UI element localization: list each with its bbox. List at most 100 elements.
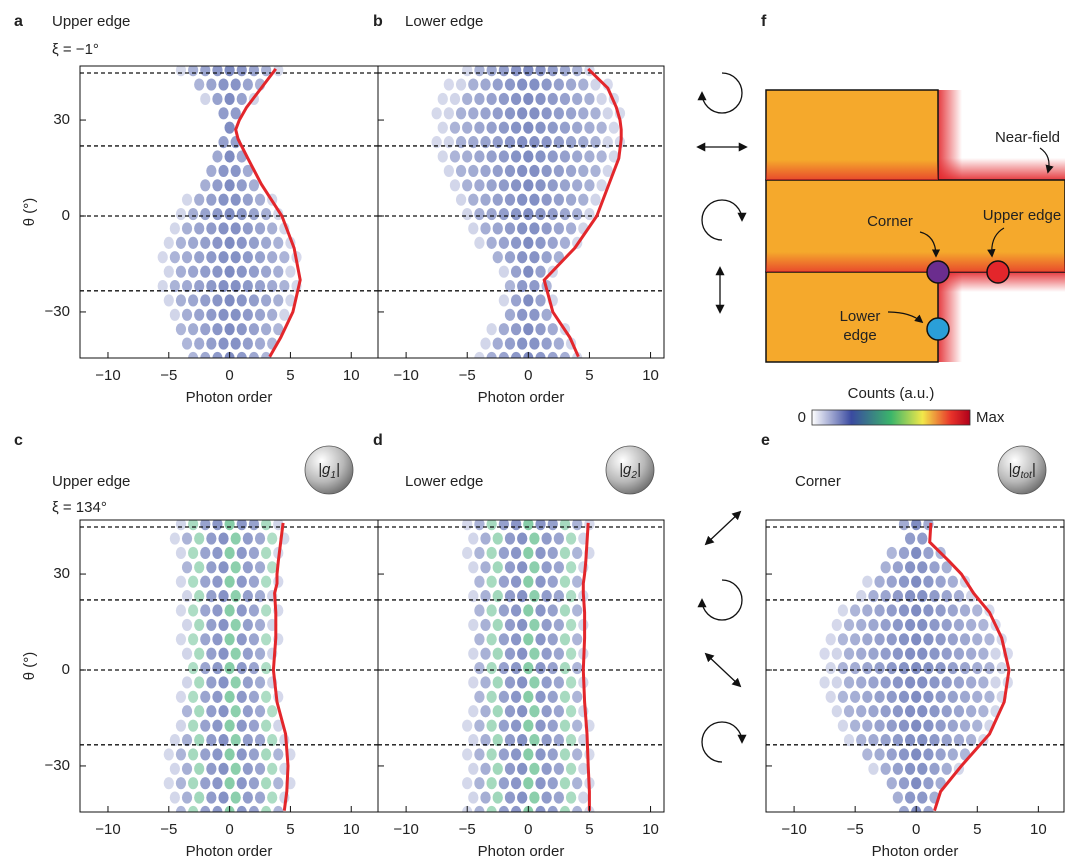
heatmap-blob — [487, 93, 497, 105]
heatmap-blob — [874, 604, 884, 616]
heatmap-blob — [206, 251, 216, 263]
heatmap-blob — [487, 777, 497, 789]
x-tick-label: 0 — [225, 821, 233, 838]
heatmap-blob — [188, 266, 198, 278]
heatmap-blob — [231, 648, 241, 660]
heatmap-blob — [942, 763, 952, 775]
heatmap-blob — [936, 633, 946, 645]
heatmap-blob — [566, 194, 576, 206]
heatmap-blob — [905, 705, 915, 717]
heatmap-blob — [194, 78, 204, 90]
heatmap-blob — [542, 619, 552, 631]
heatmap-blob — [487, 179, 497, 191]
heatmap-blob — [499, 633, 509, 645]
heatmap-blob — [978, 705, 988, 717]
heatmap-blob — [838, 662, 848, 674]
heatmap-blob — [881, 676, 891, 688]
heatmap-blob — [542, 705, 552, 717]
heatmap-blob — [929, 676, 939, 688]
heatmap-blob — [218, 561, 228, 573]
heatmap-blob — [511, 604, 521, 616]
heatmap-blob — [529, 619, 539, 631]
heatmap-blob — [261, 208, 271, 220]
heatmap-blob — [182, 251, 192, 263]
heatmap-blob — [560, 208, 570, 220]
heatmap-blob — [535, 150, 545, 162]
heatmap-blob — [212, 179, 222, 191]
heatmap-blob — [499, 604, 509, 616]
heatmap-blob — [523, 122, 533, 134]
heatmap-blob — [243, 338, 253, 350]
heatmap-blob — [218, 532, 228, 544]
heatmap-blob — [243, 792, 253, 804]
heatmap-blob — [572, 720, 582, 732]
heatmap-blob — [438, 122, 448, 134]
heatmap-blob — [523, 208, 533, 220]
heatmap-blob — [182, 222, 192, 234]
heatmap-blob — [480, 338, 490, 350]
heatmap-blob — [444, 107, 454, 119]
heatmap-blob — [218, 792, 228, 804]
heatmap-blob — [597, 122, 607, 134]
heatmap-blob — [893, 676, 903, 688]
heatmap-blob — [542, 107, 552, 119]
heatmap-blob — [212, 777, 222, 789]
heatmap-blob — [462, 748, 472, 760]
heatmap-blob — [929, 619, 939, 631]
heatmap-blob — [224, 237, 234, 249]
panel-letter: a — [14, 13, 23, 30]
heatmap-blob — [200, 323, 210, 335]
heatmap-blob — [200, 294, 210, 306]
heatmap-blob — [948, 576, 958, 588]
heatmap-blob — [936, 748, 946, 760]
heatmap-blob — [212, 748, 222, 760]
heatmap-blob — [535, 777, 545, 789]
heatmap-blob — [224, 547, 234, 559]
heatmap-blob — [572, 208, 582, 220]
heatmap-blob — [194, 251, 204, 263]
heatmap-blob — [164, 237, 174, 249]
heatmap-blob — [462, 93, 472, 105]
heatmap-blob — [535, 633, 545, 645]
heatmap-blob — [237, 179, 247, 191]
badge-end: | — [637, 461, 641, 478]
heatmap-blob — [917, 705, 927, 717]
heatmap-blob — [206, 78, 216, 90]
heatmap-blob — [954, 648, 964, 660]
heatmap-blob — [456, 165, 466, 177]
heatmap-blob — [499, 662, 509, 674]
heatmap-blob — [966, 676, 976, 688]
heatmap-blob — [200, 266, 210, 278]
heatmap-blob — [899, 748, 909, 760]
heatmap-blob — [212, 720, 222, 732]
heatmap-blob — [249, 720, 259, 732]
heatmap-blob — [194, 532, 204, 544]
heatmap-blob — [911, 777, 921, 789]
heatmap-blob — [261, 323, 271, 335]
heatmap-blob — [862, 748, 872, 760]
heatmap-blob — [887, 748, 897, 760]
heatmap-blob — [243, 705, 253, 717]
heatmap-blob — [499, 122, 509, 134]
heatmap-blob — [249, 691, 259, 703]
x-tick-label: −10 — [781, 821, 806, 838]
heatmap-blob — [468, 648, 478, 660]
heatmap-blob — [554, 763, 564, 775]
heatmap-blob — [505, 194, 515, 206]
heatmap-blob — [578, 107, 588, 119]
heatmap-blob — [267, 763, 277, 775]
heatmap-blob — [554, 222, 564, 234]
heatmap-blob — [231, 251, 241, 263]
heatmap-blob — [231, 705, 241, 717]
heatmap-blob — [862, 691, 872, 703]
heatmap-blob — [480, 676, 490, 688]
heatmap-blob — [462, 777, 472, 789]
x-axis-label: Photon order — [186, 843, 273, 860]
heatmap-blob — [224, 777, 234, 789]
heatmap-blob — [511, 547, 521, 559]
heatmap-blob — [535, 266, 545, 278]
heatmap-blob — [243, 222, 253, 234]
heatmap-blob — [578, 78, 588, 90]
heatmap-blob — [499, 93, 509, 105]
heatmap-blob — [261, 691, 271, 703]
